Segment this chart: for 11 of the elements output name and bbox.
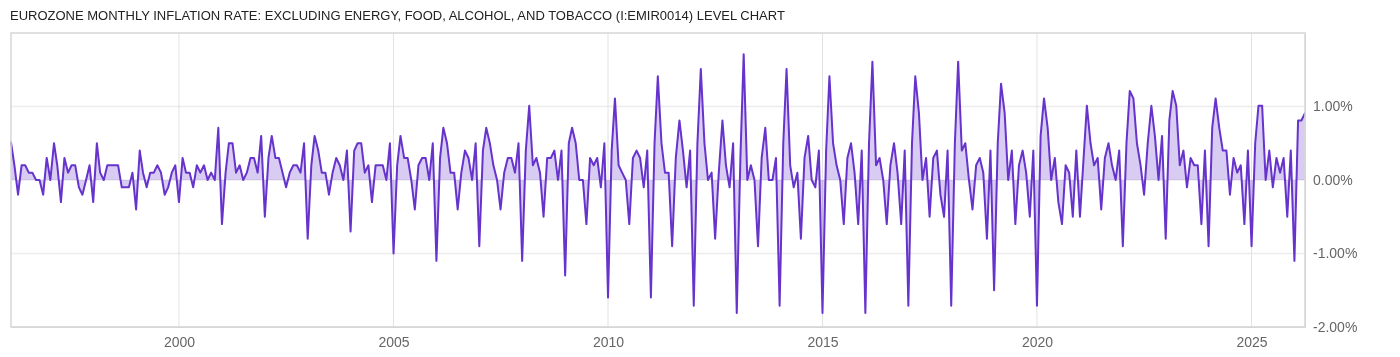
y-tick-label: 1.00% <box>1313 98 1353 115</box>
x-tick-label: 2000 <box>163 333 196 350</box>
x-tick-label: 2025 <box>1236 333 1268 350</box>
chart-title: EUROZONE MONTHLY INFLATION RATE: EXCLUDING ENERGY, FOOD, ALCOHOL, AND TOBACCO (I:EMIR0014) LEVEL CHART <box>10 8 785 23</box>
y-tick-label: 0.00% <box>1313 171 1353 188</box>
x-tick-label: 2015 <box>807 333 839 350</box>
y-tick-label: -2.00% <box>1313 318 1358 335</box>
x-tick-label: 2005 <box>378 333 410 350</box>
x-tick-label: 2010 <box>592 333 625 350</box>
y-tick-label: -1.00% <box>1313 245 1358 262</box>
x-tick-label: 2020 <box>1021 333 1054 350</box>
